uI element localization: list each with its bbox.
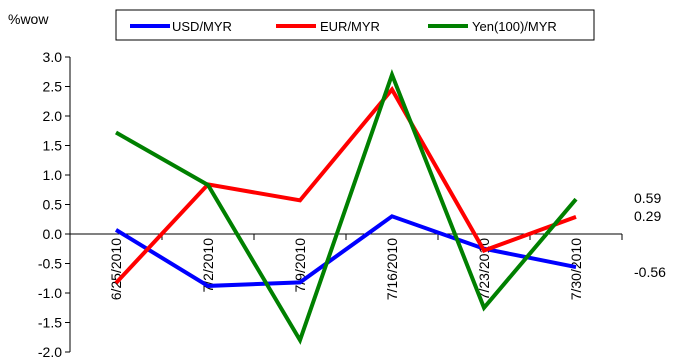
legend-label-yen: Yen(100)/MYR bbox=[472, 19, 557, 34]
legend: USD/MYR EUR/MYR Yen(100)/MYR bbox=[115, 9, 595, 41]
y-tick-label: -2.0 bbox=[38, 344, 62, 360]
data-label: 0.29 bbox=[634, 208, 661, 224]
y-axis-label: %wow bbox=[8, 11, 49, 27]
series-layer bbox=[114, 68, 578, 345]
y-tick-label: 1.5 bbox=[43, 138, 63, 154]
series-line bbox=[114, 214, 577, 288]
axes: 3.0 2.5 2.0 1.5 1.0 0.5 0.0 -0.5 -1.0 -1.5 -2.0 6/2… bbox=[38, 49, 623, 360]
y-tick-label: 0.0 bbox=[43, 226, 63, 242]
y-tick-label: 2.0 bbox=[43, 108, 63, 124]
legend-label-usd: USD/MYR bbox=[172, 19, 232, 34]
x-tick-label: 7/30/2010 bbox=[568, 238, 584, 300]
y-tick-label: 0.5 bbox=[43, 197, 63, 213]
data-label: -0.56 bbox=[634, 264, 666, 280]
y-tick-label: -1.0 bbox=[38, 285, 62, 301]
x-tick-label: 6/25/2010 bbox=[108, 238, 124, 300]
legend-label-eur: EUR/MYR bbox=[320, 19, 380, 34]
end-labels: 0.59 0.29 -0.56 bbox=[634, 190, 666, 280]
series-line bbox=[114, 85, 577, 285]
y-tick-label: 3.0 bbox=[43, 49, 63, 65]
x-tick-label: 7/23/2010 bbox=[476, 238, 492, 300]
x-tick-label: 7/16/2010 bbox=[384, 238, 400, 300]
data-label: 0.59 bbox=[634, 190, 661, 206]
series-line bbox=[115, 68, 578, 345]
legend-box bbox=[115, 9, 595, 41]
y-tick-label: -0.5 bbox=[38, 256, 62, 272]
x-tick-label: 7/2/2010 bbox=[200, 238, 216, 293]
y-tick-label: 1.0 bbox=[43, 167, 63, 183]
y-tick-label: 2.5 bbox=[43, 79, 63, 95]
y-tick-label: -1.5 bbox=[38, 315, 62, 331]
